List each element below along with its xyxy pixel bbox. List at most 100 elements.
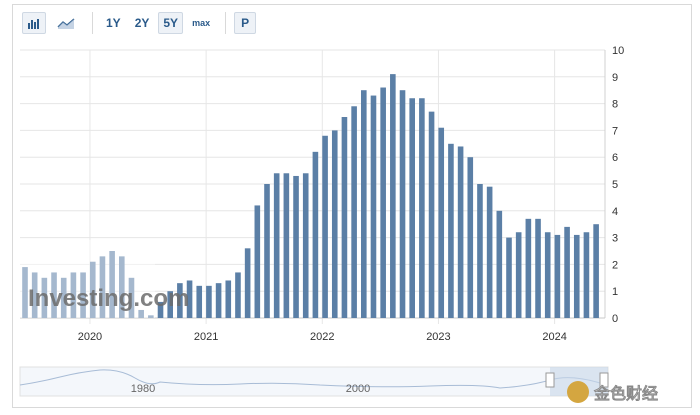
y-tick-label: 5 <box>612 179 618 191</box>
bar <box>41 277 48 318</box>
bar <box>322 135 328 318</box>
bar-chart-icon <box>28 19 39 29</box>
bar <box>544 232 551 318</box>
bars <box>22 74 599 319</box>
bar <box>409 98 415 319</box>
y-tick-label: 8 <box>612 99 618 111</box>
bar <box>128 277 135 318</box>
bar <box>302 173 309 318</box>
bar <box>293 175 299 318</box>
line-chart-button[interactable] <box>54 12 78 34</box>
bar <box>370 95 377 318</box>
range-5y-button[interactable]: 5Y <box>158 12 184 34</box>
bar <box>390 74 396 319</box>
bar <box>157 301 164 318</box>
y-tick-label: 4 <box>612 206 618 218</box>
bar <box>99 256 106 318</box>
bar <box>515 232 522 318</box>
range-2y-button[interactable]: 2Y <box>129 12 155 34</box>
bar <box>593 224 599 318</box>
bar <box>477 184 483 318</box>
bar <box>70 272 77 318</box>
x-tick-label: 2024 <box>542 331 566 343</box>
range-max-button[interactable]: max <box>187 12 216 34</box>
bar <box>573 234 580 318</box>
y-tick-label: 1 <box>612 286 618 298</box>
corner-logo-text: 金色财经 <box>593 384 658 403</box>
y-tick-label: 10 <box>612 45 624 57</box>
bar <box>244 248 251 318</box>
investing-watermark: Investing.com <box>20 240 189 318</box>
bar <box>399 90 406 318</box>
bar <box>361 90 367 318</box>
bar <box>264 184 270 318</box>
navigator[interactable]: 1980 2000 <box>19 366 609 397</box>
bar <box>60 277 67 318</box>
bar <box>148 315 154 318</box>
bar <box>438 127 445 318</box>
bar <box>196 285 203 318</box>
range-1y-button[interactable]: 1Y <box>101 12 126 34</box>
toolbar-divider <box>92 12 93 34</box>
bar <box>119 256 125 318</box>
navigator-right-handle[interactable] <box>599 372 609 388</box>
y-tick-label: 0 <box>612 313 618 325</box>
watermark-fade <box>20 240 155 318</box>
bar <box>89 261 96 318</box>
bar <box>331 130 338 318</box>
bar <box>138 309 144 318</box>
bar <box>167 291 173 318</box>
bar <box>428 111 435 318</box>
bar <box>419 98 425 319</box>
bar <box>506 237 512 318</box>
p-button[interactable]: P <box>234 12 257 34</box>
y-axis: 0 1 2 3 4 5 6 7 8 9 10 <box>612 45 624 325</box>
x-tick-label: 2021 <box>194 331 218 343</box>
bar <box>312 151 319 318</box>
bar <box>225 280 232 318</box>
bar <box>554 234 561 318</box>
bar <box>273 173 280 318</box>
x-axis: 2020 2021 2022 2023 2024 <box>78 331 567 343</box>
bar <box>457 146 464 318</box>
navigator-label-2000: 2000 <box>346 383 370 395</box>
bar <box>235 272 241 318</box>
bar <box>525 218 532 318</box>
bar <box>535 218 541 318</box>
bar <box>486 186 493 318</box>
corner-logo: 金色财经 <box>567 381 658 403</box>
bar <box>186 280 193 318</box>
bar <box>448 143 454 318</box>
bar <box>351 106 357 318</box>
bar <box>283 173 290 318</box>
navigator-label-1980: 1980 <box>131 383 155 395</box>
bar <box>109 251 115 318</box>
bar <box>31 272 38 318</box>
investing-logo: Investing.com <box>28 285 189 312</box>
y-tick-label: 2 <box>612 259 618 271</box>
x-tick-label: 2022 <box>310 331 334 343</box>
bar <box>496 210 503 318</box>
bar <box>177 283 183 318</box>
bar <box>341 117 348 318</box>
bar <box>254 205 261 318</box>
navigator-line <box>19 369 601 389</box>
x-tick-label: 2020 <box>78 331 102 343</box>
bar <box>467 157 474 318</box>
bar <box>206 285 212 318</box>
x-tick-label: 2023 <box>426 331 450 343</box>
bar <box>51 272 57 318</box>
bar <box>215 283 222 318</box>
y-tick-label: 6 <box>612 152 618 164</box>
line-chart-icon <box>57 18 75 29</box>
bar <box>80 272 86 318</box>
bar-chart-button[interactable] <box>22 12 46 34</box>
y-tick-label: 7 <box>612 125 618 137</box>
corner-logo-icon <box>567 381 589 403</box>
toolbar-divider <box>225 12 227 34</box>
chart-toolbar: 1Y 2Y 5Y max P <box>22 11 260 35</box>
navigator-track[interactable] <box>19 366 609 397</box>
navigator-left-handle[interactable] <box>545 372 555 388</box>
y-tick-label: 3 <box>612 233 618 245</box>
